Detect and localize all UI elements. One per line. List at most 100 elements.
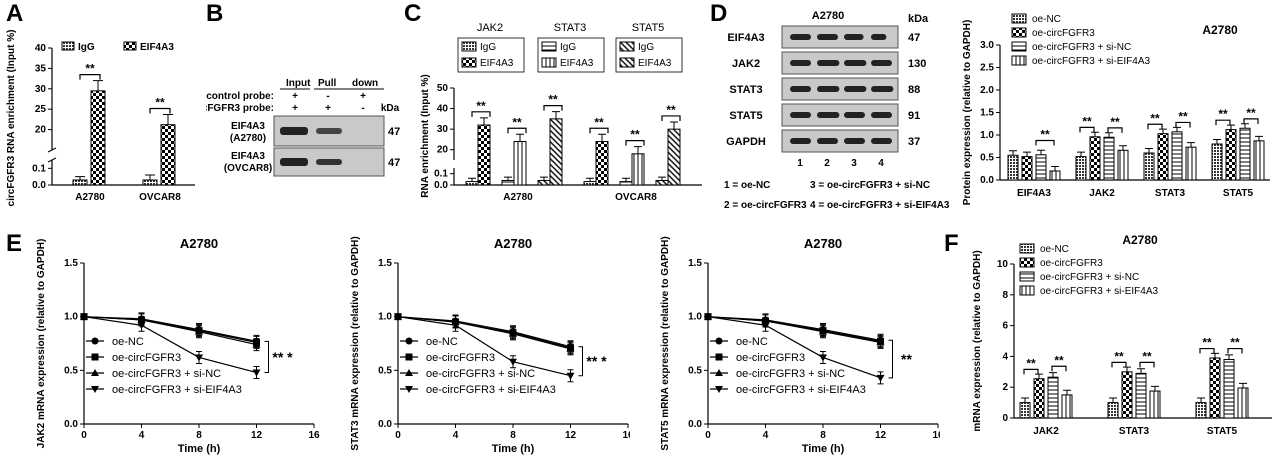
data-point [405,353,413,361]
bar [1107,402,1119,419]
y-tick-label: 20 [437,145,449,156]
band [817,34,838,40]
x-tick-label: 16 [622,430,630,441]
lane-number: 4 [878,158,884,169]
legend-label: IgG [480,42,496,53]
legend-swatch [1011,27,1027,38]
bar [583,181,597,186]
error-bar [1241,123,1249,129]
legend-swatch [1011,55,1027,66]
error-bar [1021,397,1029,403]
x-tick-label: 12 [251,430,263,441]
significance-bracket [471,111,491,117]
y-tick-label: 1.5 [980,108,994,119]
bar [631,153,645,186]
bar [1135,372,1147,419]
bar [72,179,88,186]
y-tick-label: 0.5 [378,365,392,376]
error-bar [598,133,606,142]
y-axis-label: JAK2 mRNA expression (relative to GAPDH) [36,239,47,449]
legend-swatch [123,41,137,51]
y-tick-label: 25 [35,104,47,115]
x-tick-label: 0 [81,430,87,441]
legend-label: oe-NC [112,336,144,348]
significance-bracket [1023,368,1039,375]
legend-label: EIF4A3 [560,58,594,69]
error-bar [1037,149,1045,155]
error-bar [1137,368,1145,374]
error-bar [1187,142,1195,148]
legend-swatch [1019,271,1035,282]
col-header-down: down [352,78,378,89]
error-bar [540,176,548,181]
x-tick-label: 12 [875,430,887,441]
bar [1075,156,1087,181]
bar [619,181,633,186]
error-bar [634,146,642,154]
x-axis-label: Time (h) [178,443,221,455]
y-tick-label: 30 [437,124,449,135]
x-category-label: STAT3 [1119,426,1150,437]
row-sublabel: (A2780) [230,133,266,144]
y-tick-label: 0.0 [64,419,78,430]
significance-label: ** [630,128,640,142]
significance-label: ** [1142,349,1152,363]
bar [1253,140,1265,181]
kda-value: 91 [908,110,920,122]
legend-swatch [1011,41,1027,52]
data-point [252,340,261,348]
band-input-a2780 [280,127,308,135]
band [871,34,887,40]
series-line [397,316,571,377]
significance-label: ** [155,96,165,110]
data-point [715,386,723,393]
legend-swatch [541,57,557,68]
bar [1225,129,1237,181]
legend-label: oe-NC [1040,244,1069,255]
significance-bracket [661,115,681,121]
legend-label: EIF4A3 [638,58,672,69]
y-tick-label: 6 [1002,321,1008,332]
error-bar [1159,128,1167,134]
significance-bracket [589,127,609,134]
error-bar [1091,131,1099,137]
y-tick-label: 1.5 [688,258,702,269]
y-tick-label: 40 [437,104,449,115]
probe-label-control: control probe: [206,91,274,102]
col-header-input: Input [286,78,311,89]
x-tick-label: 16 [932,430,940,441]
significance-label: ** [1040,128,1050,142]
y-tick-label: 2.0 [980,85,994,96]
chart-e2: 0.0 0.5 1.0 1.5 0 4 8 12 16 Time (h) STAT3 mRNA ex… [350,236,630,455]
error-bar [622,177,630,182]
significance-bracket [1227,347,1243,354]
bar [513,140,527,186]
legend-swatch [1019,257,1035,268]
lane-number: 1 [797,158,803,169]
y-tick-label: 0.5 [688,365,702,376]
row-label: EIF4A3 [231,151,265,162]
band [871,60,892,66]
bar [160,124,176,186]
bar [142,179,158,186]
significance-label: ** * [586,353,607,369]
x-tick-label: 12 [565,430,577,441]
bar [655,179,669,186]
significance-label: ** [1202,336,1212,350]
data-point [451,322,460,330]
kda-value: 47 [388,126,400,138]
significance-bracket [1175,121,1191,128]
legend-label: oe-NC [1032,14,1061,25]
group-title: JAK2 [477,22,503,34]
sign: + [325,103,331,114]
group-title: STAT5 [632,22,665,34]
data-point [394,313,402,321]
sign: - [326,91,329,102]
significance-bracket [264,340,269,373]
legend-box [615,37,683,73]
data-point [509,329,517,337]
y-tick-label: 1.5 [64,258,78,269]
y-tick-label: 3.0 [980,40,994,51]
error-bar [1049,372,1057,378]
error-bar [1063,389,1071,395]
